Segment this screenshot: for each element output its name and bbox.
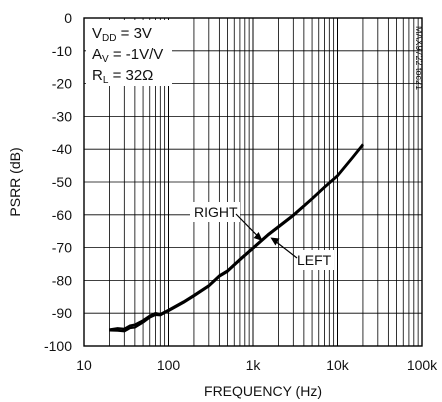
y-tick-label: -30 (52, 108, 72, 124)
condition-line: AV = -1V/V (92, 46, 163, 65)
series-line-left (109, 144, 364, 333)
y-tick-label: 0 (64, 10, 72, 26)
x-tick-label: 1k (246, 357, 262, 373)
condition-line: VDD = 3V (92, 25, 152, 44)
left-arrow-line (274, 240, 298, 259)
x-axis-label: FREQUENCY (Hz) (204, 383, 322, 399)
y-tick-label: -100 (44, 338, 72, 354)
x-tick-label: 100 (157, 357, 181, 373)
y-tick-label: -10 (52, 43, 72, 59)
y-tick-label: -60 (52, 207, 72, 223)
left-label-bg (294, 250, 334, 270)
conditions-box (86, 20, 172, 86)
x-tick-label: 10 (76, 357, 92, 373)
right-label-bg (190, 202, 240, 222)
y-tick-label: -20 (52, 76, 72, 92)
y-tick-label: -80 (52, 272, 72, 288)
series-layer (109, 143, 364, 333)
y-tick-label: -40 (52, 141, 72, 157)
left-arrow-head (270, 237, 280, 246)
y-tick-label: -90 (52, 305, 72, 321)
left-label: LEFT (297, 252, 332, 268)
plot-frame (83, 17, 423, 347)
series-line-right (109, 143, 364, 331)
right-label: RIGHT (194, 204, 238, 220)
right-arrow-line (235, 213, 260, 238)
x-tick-label: 10k (326, 357, 350, 373)
annotation-layer: RIGHT LEFT (190, 202, 334, 270)
y-tick-label: -70 (52, 240, 72, 256)
test-conditions: VDD = 3V AV = -1V/V RL = 32Ω (92, 25, 163, 86)
right-arrow-head (253, 232, 263, 242)
y-axis-label: PSRR (dB) (7, 147, 23, 216)
y-tick-label: -50 (52, 174, 72, 190)
x-tick-label: 100k (407, 357, 438, 373)
figure-code: MAX9722 toc21 (414, 26, 424, 90)
condition-line: RL = 32Ω (92, 67, 153, 86)
